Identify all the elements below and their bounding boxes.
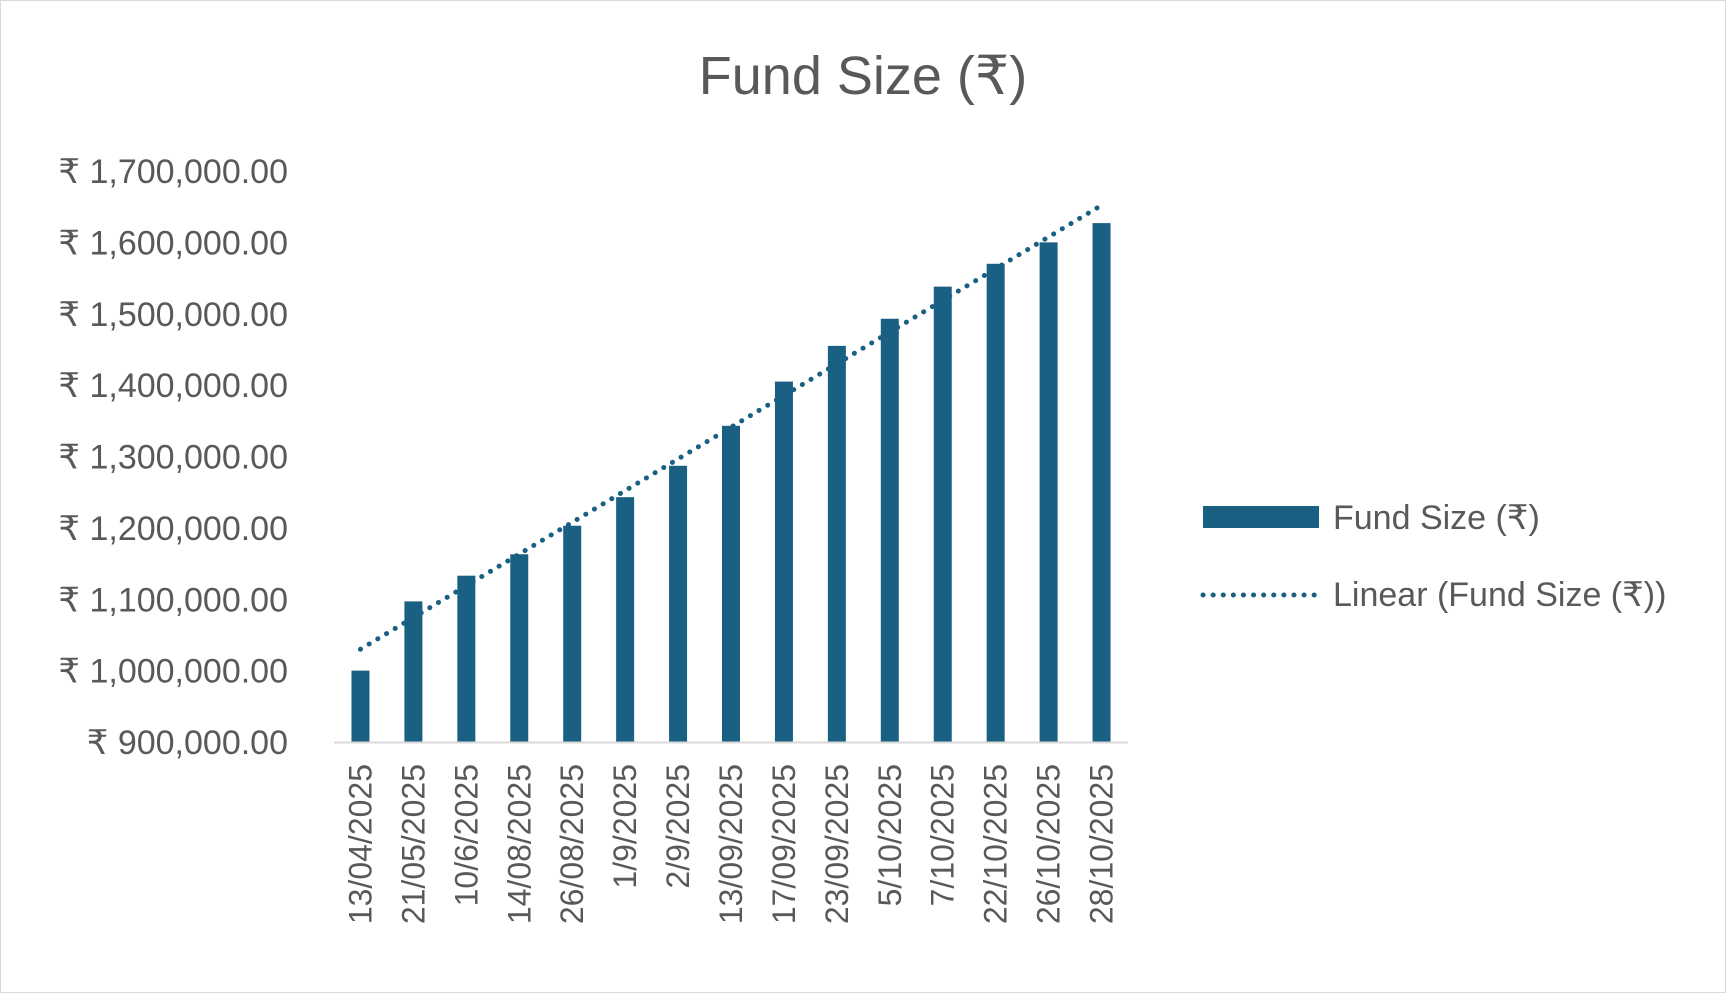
bar [669, 465, 688, 742]
x-tick-label: 23/09/2025 [819, 764, 855, 924]
bar [774, 381, 793, 742]
x-tick-label: 28/10/2025 [1084, 764, 1120, 924]
y-tick-label: ₹ 900,000.00 [87, 724, 288, 762]
y-axis-ticks: ₹ 900,000.00 ₹ 1,000,000.00 ₹ 1,100,000.00… [58, 153, 288, 762]
x-tick-label: 26/08/2025 [554, 764, 590, 924]
bar-series [351, 223, 1111, 742]
x-tick-label: 7/10/2025 [925, 764, 961, 906]
y-tick-label: ₹ 1,400,000.00 [58, 367, 288, 405]
trendline [357, 202, 1105, 652]
x-tick-label: 13/09/2025 [713, 764, 749, 924]
x-tick-label: 17/09/2025 [766, 764, 802, 924]
x-tick-label: 14/08/2025 [501, 764, 537, 924]
bar [722, 425, 740, 742]
legend: Fund Size (₹) Linear (Fund Size (₹)) [1200, 499, 1666, 614]
bar [827, 345, 846, 742]
x-tick-label: 2/9/2025 [660, 764, 696, 889]
x-tick-label: 1/9/2025 [607, 764, 643, 889]
legend-label-fund-size: Fund Size (₹) [1333, 499, 1540, 537]
x-tick-label: 10/6/2025 [448, 764, 484, 906]
x-axis-ticks: 13/04/2025 21/05/2025 10/6/2025 14/08/2025 2… [342, 764, 1119, 924]
bar [616, 497, 635, 742]
y-tick-label: ₹ 1,000,000.00 [58, 653, 288, 691]
x-tick-label: 26/10/2025 [1031, 764, 1067, 924]
bar [1039, 242, 1058, 742]
bar [986, 263, 1005, 742]
bar [1092, 223, 1111, 742]
x-tick-label: 22/10/2025 [978, 764, 1014, 924]
bar [404, 601, 423, 742]
bar [933, 286, 952, 742]
y-tick-label: ₹ 1,200,000.00 [58, 510, 288, 548]
y-tick-label: ₹ 1,600,000.00 [58, 224, 288, 262]
x-tick-label: 13/04/2025 [342, 764, 378, 924]
x-tick-label: 21/05/2025 [395, 764, 431, 924]
bar [563, 525, 582, 742]
y-tick-label: ₹ 1,700,000.00 [58, 153, 288, 191]
chart-title: Fund Size (₹) [699, 46, 1027, 106]
bar [351, 670, 370, 742]
legend-bar-swatch [1203, 506, 1319, 528]
y-tick-label: ₹ 1,100,000.00 [58, 581, 288, 619]
x-tick-label: 5/10/2025 [872, 764, 908, 906]
bar [880, 318, 899, 742]
legend-label-trendline: Linear (Fund Size (₹)) [1333, 576, 1666, 614]
y-tick-label: ₹ 1,300,000.00 [58, 439, 288, 477]
bar [510, 554, 529, 742]
bar [457, 575, 476, 742]
y-tick-label: ₹ 1,500,000.00 [58, 296, 288, 334]
